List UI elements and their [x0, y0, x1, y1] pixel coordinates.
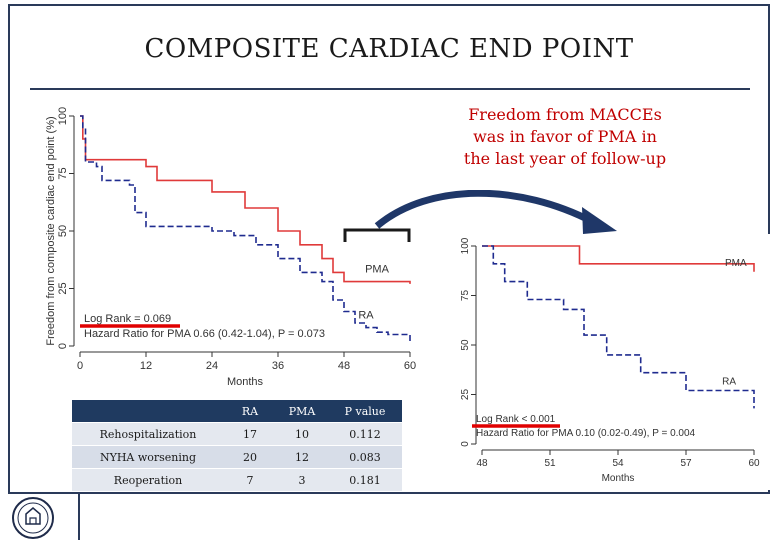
callout-line: the last year of follow-up — [463, 149, 667, 168]
footer-divider — [78, 494, 80, 540]
stats-annotation: Log Rank < 0.001 — [476, 414, 556, 425]
table-cell: Reoperation — [72, 468, 224, 492]
x-tick-label: 57 — [680, 458, 692, 469]
table-row: NYHA worsening 20 12 0.083 — [72, 445, 402, 469]
curved-arrow — [374, 190, 595, 229]
x-tick-label: 12 — [140, 360, 152, 372]
table-cell: 3 — [276, 468, 328, 492]
main-survival-chart: 0 25 50 75 100 0 12 24 36 48 60 Months Freedom from … — [45, 107, 416, 388]
table-cell: 7 — [224, 468, 276, 492]
inset-background — [440, 234, 770, 490]
series-label: RA — [722, 377, 736, 388]
stats-annotation: Hazard Ratio for PMA 0.66 (0.42-1.04), P… — [84, 328, 325, 340]
title-divider — [30, 88, 750, 90]
x-axis-label: Months — [227, 376, 264, 388]
y-tick-label: 50 — [57, 225, 69, 237]
series-line-pma — [482, 245, 755, 272]
title-bar: COMPOSITE CARDIAC END POINT — [10, 6, 768, 90]
x-tick-label: 24 — [206, 360, 218, 372]
x-tick-label: 36 — [272, 360, 284, 372]
x-tick-label: 60 — [404, 360, 416, 372]
table-cell: Rehospitalization — [72, 422, 224, 446]
y-tick-label: 100 — [460, 237, 471, 254]
callout-text: Freedom from MACCEs was in favor of PMA … — [440, 104, 690, 170]
table-header-row: RA PMA P value — [72, 400, 402, 423]
x-tick-label: 0 — [77, 360, 83, 372]
events-table: RA PMA P value Rehospitalization 17 10 0… — [72, 400, 402, 492]
x-tick-label: 48 — [338, 360, 350, 372]
y-tick-label: 25 — [460, 389, 471, 401]
table-cell: 0.181 — [328, 468, 402, 492]
series-label: PMA — [725, 258, 747, 269]
institution-seal-icon — [12, 497, 54, 539]
table-header-cell: PMA — [276, 400, 328, 423]
table-cell: 10 — [276, 422, 328, 446]
slide-title: COMPOSITE CARDIAC END POINT — [144, 34, 634, 64]
stats-annotation: Log Rank = 0.069 — [84, 313, 171, 325]
table-cell: 12 — [276, 445, 328, 469]
table-header-cell — [72, 400, 224, 423]
callout-line: Freedom from MACCEs — [468, 105, 662, 124]
y-tick-label: 75 — [460, 290, 471, 302]
table-cell: NYHA worsening — [72, 445, 224, 469]
table-header-cell: RA — [224, 400, 276, 423]
table-row: Rehospitalization 17 10 0.112 — [72, 422, 402, 446]
series-label: PMA — [365, 263, 390, 275]
y-tick-label: 75 — [57, 167, 69, 179]
y-tick-label: 50 — [460, 339, 471, 351]
callout-line: was in favor of PMA in — [473, 127, 657, 146]
table-cell: 20 — [224, 445, 276, 469]
stats-annotation: Hazard Ratio for PMA 0.10 (0.02-0.49), P… — [476, 428, 696, 439]
arrow-head-icon — [582, 207, 617, 234]
x-tick-label: 60 — [748, 458, 760, 469]
inset-survival-chart: 0 25 50 75 100 48 51 54 57 60 Months PMA RA Log Rank… — [440, 234, 770, 490]
x-tick-label: 51 — [544, 458, 556, 469]
y-tick-label: 0 — [460, 441, 471, 447]
table-header-cell: P value — [328, 400, 402, 423]
series-label: RA — [358, 309, 374, 321]
zoom-connector — [343, 190, 617, 242]
series-line-ra — [482, 245, 755, 409]
x-tick-label: 54 — [612, 458, 624, 469]
series-line-pma — [80, 115, 411, 284]
table-row: Reoperation 7 3 0.181 — [72, 468, 402, 492]
y-tick-label: 0 — [57, 343, 69, 349]
series-line-ra — [80, 115, 411, 342]
x-axis-label: Months — [602, 473, 635, 484]
table-cell: 17 — [224, 422, 276, 446]
y-tick-label: 25 — [57, 282, 69, 294]
table-cell: 0.083 — [328, 445, 402, 469]
x-tick-label: 48 — [476, 458, 488, 469]
y-tick-label: 100 — [57, 107, 69, 125]
zoom-bracket — [343, 228, 411, 242]
table-cell: 0.112 — [328, 422, 402, 446]
y-axis-label: Freedom from composite cardiac end point… — [45, 116, 57, 345]
